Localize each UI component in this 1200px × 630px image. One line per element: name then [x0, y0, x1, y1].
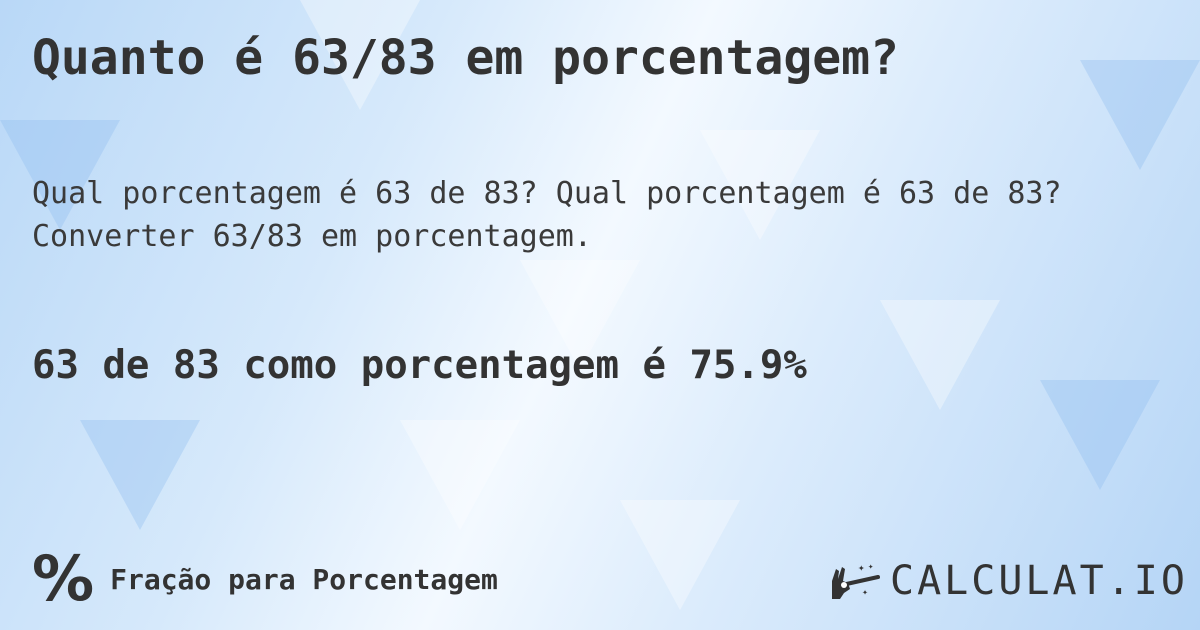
description-line: Qual porcentagem é 63 de 83? Qual porcen…: [32, 176, 1062, 211]
magic-hand-wand-icon: ✦ ✦ ✦: [832, 561, 880, 599]
logo[interactable]: ✦ ✦ ✦ CALCULAT.IO: [828, 558, 1188, 604]
description: Qual porcentagem é 63 de 83? Qual porcen…: [32, 172, 1062, 258]
svg-text:✦: ✦: [868, 562, 874, 572]
svg-text:✦: ✦: [858, 561, 865, 574]
category-label: Fração para Porcentagem: [110, 562, 498, 596]
percent-icon: %: [32, 542, 95, 615]
answer-text: 63 de 83 como porcentagem é 75.9%: [32, 343, 807, 388]
logo-text: CALCULAT.IO: [890, 558, 1188, 604]
description-line: Converter 63/83 em porcentagem.: [32, 219, 592, 254]
category-link[interactable]: % Fração para Porcentagem: [32, 548, 498, 610]
svg-text:✦: ✦: [862, 587, 868, 598]
page-title: Quanto é 63/83 em porcentagem?: [32, 30, 899, 86]
